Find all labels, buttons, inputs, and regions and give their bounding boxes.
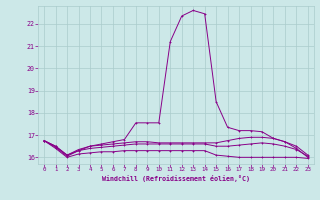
X-axis label: Windchill (Refroidissement éolien,°C): Windchill (Refroidissement éolien,°C) <box>102 175 250 182</box>
